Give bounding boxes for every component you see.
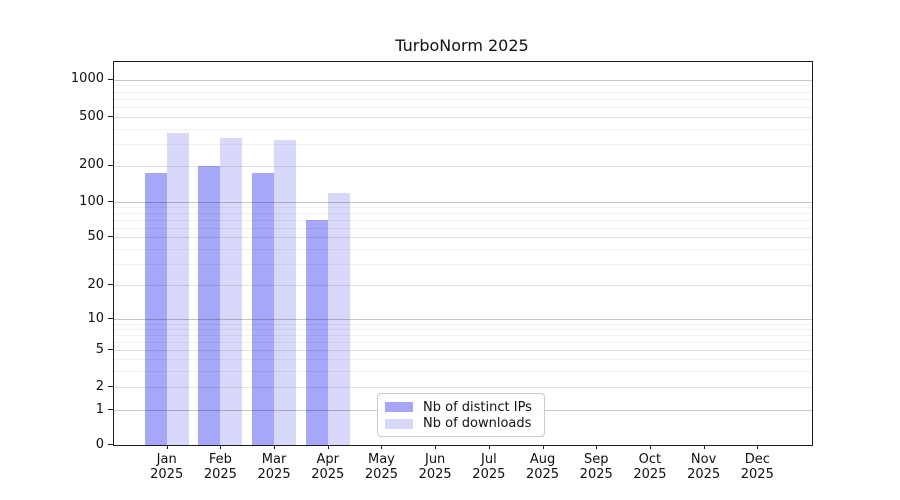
gridline-minor-6 <box>114 341 812 343</box>
bar-ips-mar <box>252 172 275 445</box>
gridline-200 <box>114 165 812 167</box>
y-tick-mark-50 <box>108 236 113 237</box>
gridline-minor-900 <box>114 85 812 87</box>
bar-downloads-mar <box>274 140 297 445</box>
y-tick-label-100: 100 <box>79 193 104 209</box>
gridline-minor-8 <box>114 328 812 330</box>
x-tick-label-nov: Nov 2025 <box>687 452 721 482</box>
x-tick-mark-oct <box>649 445 651 449</box>
x-tick-label-may: May 2025 <box>364 452 398 482</box>
gridline-minor-400 <box>114 128 812 130</box>
y-tick-label-5: 5 <box>95 341 104 357</box>
x-tick-mark-nov <box>703 445 705 449</box>
y-tick-mark-100 <box>108 201 113 202</box>
y-tick-label-0: 0 <box>95 436 104 452</box>
x-tick-mark-sep <box>596 445 598 449</box>
x-tick-mark-mar <box>274 445 276 449</box>
gridline-2 <box>114 387 812 388</box>
gridline-minor-30 <box>114 263 812 265</box>
legend-item-downloads: Nb of downloads <box>385 416 536 433</box>
plot-area <box>113 61 813 446</box>
y-tick-mark-0 <box>108 444 113 445</box>
gridline-500 <box>114 117 812 118</box>
legend: Nb of distinct IPs Nb of downloads <box>377 393 545 437</box>
gridline-minor-800 <box>114 91 812 93</box>
x-tick-mark-dec <box>757 445 759 449</box>
y-tick-label-2: 2 <box>95 378 104 394</box>
x-tick-mark-feb <box>220 445 222 449</box>
plot-canvas <box>114 62 812 445</box>
x-tick-label-jul: Jul 2025 <box>472 452 506 482</box>
y-tick-label-50: 50 <box>87 228 104 244</box>
y-tick-label-1: 1 <box>95 401 104 417</box>
gridline-minor-300 <box>114 144 812 146</box>
x-tick-mark-apr <box>327 445 329 449</box>
y-tick-label-10: 10 <box>87 310 104 326</box>
gridline-100 <box>114 202 812 203</box>
bar-ips-jan <box>144 173 167 445</box>
bar-ips-apr <box>305 220 328 445</box>
x-tick-label-jan: Jan 2025 <box>150 452 184 482</box>
gridline-minor-60 <box>114 227 812 229</box>
x-tick-label-dec: Dec 2025 <box>740 452 774 482</box>
gridline-50 <box>114 237 812 238</box>
gridline-minor-700 <box>114 98 812 100</box>
gridline-minor-70 <box>114 220 812 221</box>
bar-ips-feb <box>198 166 221 445</box>
x-tick-label-feb: Feb 2025 <box>203 452 237 482</box>
y-tick-label-200: 200 <box>79 157 104 172</box>
x-tick-label-aug: Aug 2025 <box>525 452 560 482</box>
gridline-minor-9 <box>114 323 812 325</box>
bar-downloads-apr <box>327 193 350 445</box>
x-tick-mark-jul <box>488 445 490 449</box>
x-tick-mark-aug <box>542 445 544 449</box>
x-tick-label-mar: Mar 2025 <box>257 452 291 482</box>
y-tick-label-500: 500 <box>79 108 104 124</box>
legend-swatch-distinct-ips <box>385 402 413 413</box>
legend-label-distinct-ips: Nb of distinct IPs <box>423 399 532 415</box>
x-tick-mark-may <box>381 445 383 449</box>
gridline-20 <box>114 285 812 286</box>
legend-swatch-downloads <box>385 418 413 429</box>
gridline-minor-3 <box>114 370 812 372</box>
gridline-minor-90 <box>114 207 812 209</box>
gridline-10 <box>114 319 812 320</box>
gridline-minor-80 <box>114 213 812 215</box>
y-tick-mark-1000 <box>108 78 113 80</box>
gridline-5 <box>114 350 812 351</box>
gridline-minor-4 <box>114 359 812 360</box>
y-tick-mark-1 <box>108 409 113 410</box>
y-tick-mark-2 <box>108 386 113 387</box>
y-tick-mark-5 <box>108 349 113 350</box>
bar-downloads-feb <box>220 138 243 445</box>
x-tick-label-oct: Oct 2025 <box>633 452 667 482</box>
y-tick-label-20: 20 <box>87 276 104 292</box>
y-tick-mark-20 <box>108 284 113 285</box>
bar-downloads-jan <box>166 132 189 445</box>
x-tick-label-jun: Jun 2025 <box>418 452 452 482</box>
y-tick-mark-500 <box>108 116 113 117</box>
gridline-minor-40 <box>114 248 812 250</box>
x-tick-mark-jun <box>435 445 437 449</box>
gridline-minor-7 <box>114 334 812 336</box>
x-tick-label-apr: Apr 2025 <box>311 452 345 482</box>
x-tick-label-sep: Sep 2025 <box>579 452 613 482</box>
legend-item-distinct-ips: Nb of distinct IPs <box>385 399 536 416</box>
y-tick-label-1000: 1000 <box>70 71 104 86</box>
y-tick-mark-200 <box>108 164 113 166</box>
legend-label-downloads: Nb of downloads <box>423 416 532 432</box>
chart-title: TurboNorm 2025 <box>395 36 529 55</box>
x-tick-mark-jan <box>166 445 168 449</box>
y-tick-mark-10 <box>108 318 113 319</box>
gridline-minor-600 <box>114 107 812 109</box>
gridline-1000 <box>114 79 812 81</box>
